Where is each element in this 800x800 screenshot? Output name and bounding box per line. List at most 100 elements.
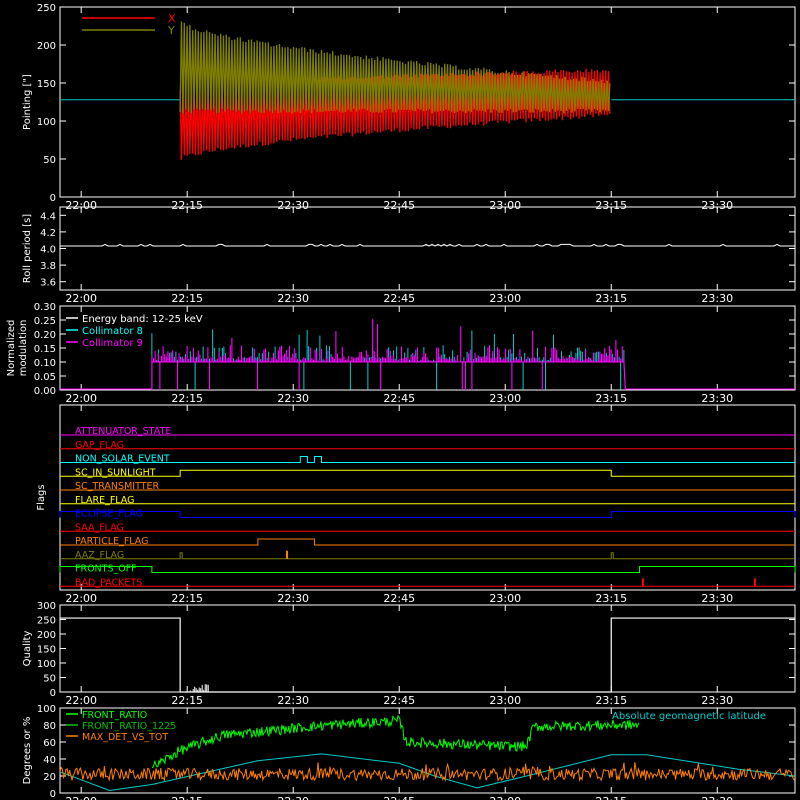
flag-trace <box>60 456 795 463</box>
legend-label-y: Y <box>167 24 175 37</box>
x-tick-label: 23:00 <box>489 292 521 305</box>
modulation-ylabel-2: modulation <box>18 320 29 377</box>
flag-row-saa-flag: SAA_FLAG <box>60 522 795 533</box>
x-tick-label: 23:15 <box>595 694 627 707</box>
y-tick-label: 200 <box>37 41 56 52</box>
flag-label: PARTICLE_FLAG <box>75 536 148 547</box>
flag-trace <box>60 469 795 477</box>
flag-row-eclipse-flag: ECLIPSE_FLAG <box>59 509 796 520</box>
y-axis-modulation: 0.00 0.05 0.10 0.15 0.20 0.25 0.30 <box>34 302 795 397</box>
y-tick-label: 0.05 <box>34 372 56 383</box>
panel-ratios: 22:00 22:15 22:30 22:45 23:00 23:15 23:30 <box>59 707 796 800</box>
y-axis-pointing: 0 50 100 150 200 250 <box>37 3 795 204</box>
y-tick-label: 100 <box>37 704 56 715</box>
flag-trace <box>59 566 796 573</box>
x-tick-label: 22:45 <box>383 592 415 605</box>
flag-label: SAA_FLAG <box>75 522 124 533</box>
x-tick-label: 22:30 <box>277 795 309 800</box>
roll-ylabel: Roll period [s] <box>22 214 33 283</box>
y-tick-label: 4.2 <box>40 228 56 239</box>
modulation-legend-label: Collimator 9 <box>82 338 143 349</box>
panel-frame <box>59 404 796 591</box>
x-tick-label: 22:00 <box>65 795 97 800</box>
pointing-ylabel: Pointing ["] <box>22 74 33 130</box>
x-tick-label: 23:30 <box>701 795 733 800</box>
x-tick-label: 22:00 <box>65 292 97 305</box>
x-tick-label: 22:30 <box>277 694 309 707</box>
y-tick-label: 150 <box>37 645 56 656</box>
y-tick-label: 250 <box>37 3 56 14</box>
y-tick-label: 250 <box>37 616 56 627</box>
flag-label: GAP_FLAG <box>75 440 124 451</box>
x-tick-label: 22:45 <box>383 292 415 305</box>
ratios-series-max-det-vs-tot <box>59 762 795 782</box>
y-tick-label: 60 <box>43 738 56 749</box>
y-tick-label: 100 <box>37 117 56 128</box>
y-tick-label: 0.15 <box>34 344 56 355</box>
flag-row-attenuator-state: ATTENUATOR_STATE <box>60 426 795 437</box>
flag-label: AAZ_FLAG <box>75 550 124 561</box>
y-tick-label: 300 <box>37 601 56 612</box>
x-tick-label: 22:30 <box>277 199 309 212</box>
plot-layer: 22:00 22:15 22:30 22:45 23:00 23:15 23:30 22:00… <box>6 3 796 800</box>
x-tick-label: 22:30 <box>277 392 309 405</box>
x-tick-label: 23:00 <box>489 392 521 405</box>
y-tick-label: 100 <box>37 659 56 670</box>
ratios-series-geomag <box>59 753 796 792</box>
legend-label-x: X <box>168 12 176 25</box>
flag-row-sc-transmitter: SC_TRANSMITTER <box>60 481 795 492</box>
y-tick-label: 4.4 <box>40 211 56 222</box>
y-tick-label: 80 <box>43 721 56 732</box>
flag-label: ECLIPSE_FLAG <box>75 509 143 520</box>
x-tick-label: 22:15 <box>171 592 203 605</box>
flag-trace <box>59 511 796 518</box>
y-tick-label: 0.00 <box>34 386 56 397</box>
modulation-legend-label: Energy band: 12-25 keV <box>82 314 203 325</box>
y-axis-quality: 0 50 100 150 200 250 300 <box>37 601 795 699</box>
x-tick-label: 23:00 <box>489 795 521 800</box>
roll-period-line <box>60 243 795 247</box>
y-tick-label: 4.0 <box>40 245 56 256</box>
y-tick-label: 50 <box>43 155 56 166</box>
x-tick-label: 22:00 <box>65 694 97 707</box>
x-tick-label: 23:15 <box>595 392 627 405</box>
flag-label: SC_IN_SUNLIGHT <box>75 467 156 478</box>
flag-row-fronts-off: FRONTS_OFF <box>59 564 796 575</box>
x-tick-label: 23:30 <box>701 392 733 405</box>
x-tick-label: 23:15 <box>595 592 627 605</box>
ratios-annotation: Absolute geomagnetic latitude <box>612 711 766 722</box>
x-tick-label: 23:30 <box>701 199 733 212</box>
y-axis-ratios: 0 20 40 60 80 100 <box>37 704 795 800</box>
flag-label: FRONTS_OFF <box>75 564 137 575</box>
y-tick-label: 200 <box>37 630 56 641</box>
y-tick-label: 40 <box>43 755 56 766</box>
flag-label: BAD_PACKETS <box>75 577 142 588</box>
x-tick-label: 22:15 <box>171 292 203 305</box>
x-tick-label: 23:15 <box>595 292 627 305</box>
y-tick-label: 0 <box>50 193 56 204</box>
x-tick-label: 23:00 <box>489 199 521 212</box>
y-tick-label: 0 <box>50 688 56 699</box>
ratios-legend-label: MAX_DET_VS_TOT <box>82 732 168 743</box>
flag-label: ATTENUATOR_STATE <box>75 426 171 437</box>
x-tick-label: 22:00 <box>65 199 97 212</box>
y-tick-label: 50 <box>43 674 56 685</box>
x-tick-label: 22:15 <box>171 392 203 405</box>
modulation-ylabel-1: Normalized <box>6 320 17 377</box>
y-axis-roll: 3.6 3.8 4.0 4.2 4.4 <box>40 211 795 289</box>
x-tick-label: 23:30 <box>701 292 733 305</box>
flag-label: SC_TRANSMITTER <box>75 481 160 492</box>
x-tick-label: 22:15 <box>171 795 203 800</box>
y-tick-label: 3.8 <box>40 261 56 272</box>
x-tick-label: 23:30 <box>701 592 733 605</box>
y-tick-label: 0.20 <box>34 330 56 341</box>
flag-row-gap-flag: GAP_FLAG <box>60 440 795 451</box>
x-tick-label: 22:00 <box>65 392 97 405</box>
flag-row-sc-in-sunlight: SC_IN_SUNLIGHT <box>60 467 795 478</box>
x-tick-label: 22:45 <box>383 199 415 212</box>
flag-row-flare-flag: FLARE_FLAG <box>60 495 795 506</box>
x-tick-label: 22:15 <box>171 694 203 707</box>
flag-trace <box>60 552 795 560</box>
y-tick-label: 0.30 <box>34 302 56 313</box>
